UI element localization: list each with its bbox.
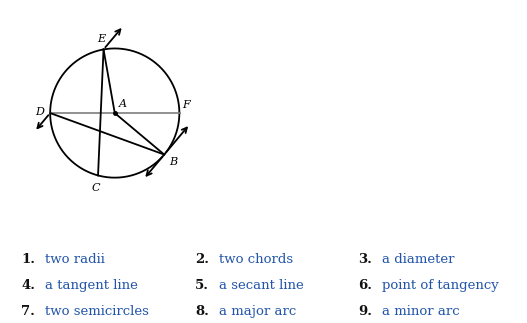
Text: D: D	[35, 107, 44, 117]
Text: a diameter: a diameter	[382, 254, 455, 266]
Text: two chords: two chords	[219, 254, 293, 266]
Text: B: B	[169, 157, 177, 167]
Text: two semicircles: two semicircles	[45, 305, 149, 318]
Text: a minor arc: a minor arc	[382, 305, 460, 318]
Text: 3.: 3.	[358, 254, 372, 266]
Text: C: C	[92, 182, 100, 193]
Text: 7.: 7.	[21, 305, 35, 318]
Text: A: A	[119, 99, 128, 109]
Text: F: F	[182, 100, 190, 110]
Text: two radii: two radii	[45, 254, 105, 266]
Text: 6.: 6.	[358, 279, 373, 292]
Text: a major arc: a major arc	[219, 305, 296, 318]
Text: 1.: 1.	[21, 254, 35, 266]
Text: 8.: 8.	[195, 305, 209, 318]
Text: 4.: 4.	[21, 279, 35, 292]
Text: 9.: 9.	[358, 305, 373, 318]
Text: 5.: 5.	[195, 279, 209, 292]
Text: a secant line: a secant line	[219, 279, 304, 292]
Text: E: E	[97, 34, 105, 44]
Text: point of tangency: point of tangency	[382, 279, 499, 292]
Text: 2.: 2.	[195, 254, 209, 266]
Text: a tangent line: a tangent line	[45, 279, 138, 292]
